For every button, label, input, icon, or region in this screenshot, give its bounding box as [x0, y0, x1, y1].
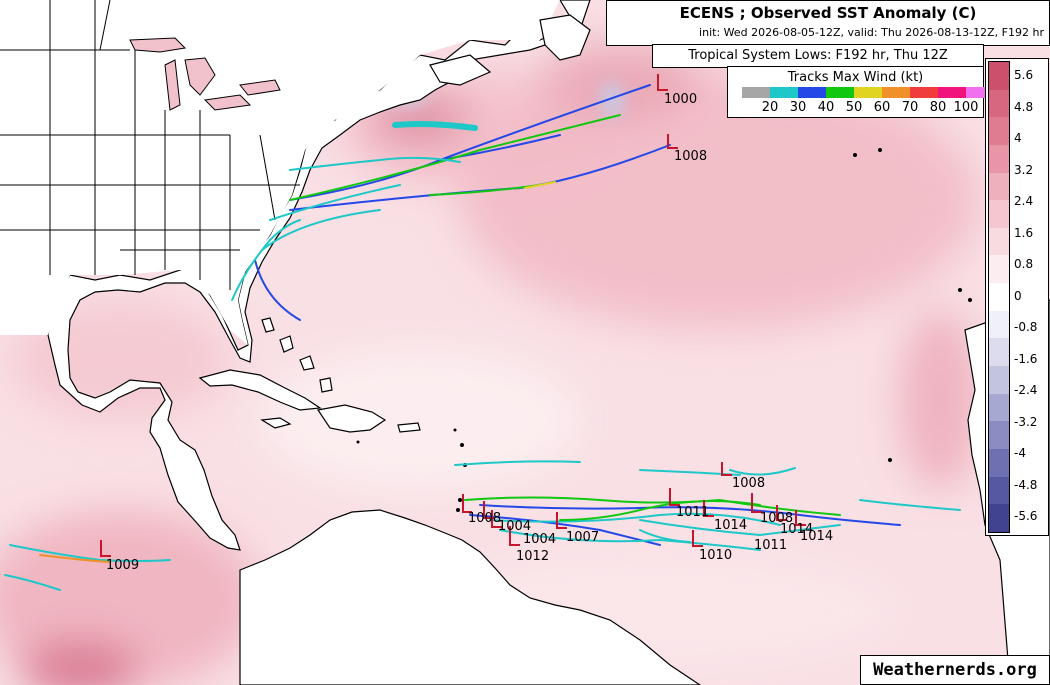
colorbar-segment: [989, 117, 1009, 145]
wind-label: 60: [873, 100, 891, 115]
colorbar-segment: [989, 476, 1009, 505]
wind-swatch: [826, 87, 854, 98]
wind-label: 20: [761, 100, 779, 115]
colorbar-label: 0.8: [1014, 257, 1034, 271]
wind-swatch: [770, 87, 798, 98]
wind-legend-swatches: [742, 87, 994, 98]
wind-label: 100: [953, 100, 979, 115]
credit-label: Weathernerds.org: [873, 660, 1037, 680]
colorbar-label: -0.8: [1014, 320, 1038, 334]
colorbar-segment: [989, 421, 1009, 449]
colorbar-label: 4.8: [1014, 99, 1034, 114]
credit-box: Weathernerds.org: [860, 655, 1050, 685]
colorbar-label: -4.8: [1014, 477, 1038, 492]
wind-label: 40: [817, 100, 835, 115]
pressure-label: 1004: [498, 519, 531, 534]
colorbar-label: 1.6: [1014, 225, 1034, 240]
pressure-label: 1008: [732, 476, 765, 491]
wind-swatch: [966, 87, 994, 98]
lows-title: Tropical System Lows: F192 hr, Thu 12Z: [688, 48, 948, 63]
colorbar-segment: [989, 62, 1009, 90]
map-subtitle: init: Wed 2026-08-05-12Z, valid: Thu 202…: [699, 26, 1044, 39]
colorbar-label: -1.6: [1014, 351, 1038, 366]
colorbar-label: -5.6: [1014, 509, 1038, 523]
wind-swatch: [742, 87, 770, 98]
colorbar-segment: [989, 227, 1009, 256]
colorbar-segment: [989, 338, 1009, 367]
colorbar-segment: [989, 255, 1009, 284]
colorbar-label: 2.4: [1014, 194, 1034, 208]
lows-panel: Tropical System Lows: F192 hr, Thu 12Z: [652, 44, 984, 68]
pressure-label: 1014: [800, 529, 833, 544]
pressure-label: 1011: [676, 505, 709, 520]
sst-colorbar: 5.6 4.8 4 3.2 2.4 1.6 0.8 0 -0.8 -1.6 -2.4 -3.2 -4 -4…: [985, 58, 1049, 536]
pressure-label: 1008: [760, 511, 793, 526]
wind-swatch: [910, 87, 938, 98]
wind-swatch: [798, 87, 826, 98]
wind-legend-title: Tracks Max Wind (kt): [787, 70, 924, 85]
title-panel: ECENS ; Observed SST Anomaly (C) init: W…: [606, 0, 1050, 46]
colorbar-segment: [989, 144, 1009, 173]
pressure-label: 1009: [106, 558, 139, 573]
colorbar-label: -4: [1014, 446, 1026, 460]
wind-legend-labels: 20 30 40 50 60 70 80 100: [742, 100, 980, 115]
pressure-label: 1000: [664, 92, 697, 107]
colorbar-segment: [989, 393, 1009, 422]
colorbar-segment: [989, 89, 1009, 118]
wind-swatch: [938, 87, 966, 98]
wind-label: 80: [929, 100, 947, 115]
colorbar-segment: [989, 310, 1009, 339]
great-lakes: [129, 37, 281, 111]
state-borders: [0, 0, 300, 290]
wind-legend: Tracks Max Wind (kt) 20 30 40 50 60 70 80 100: [727, 66, 994, 118]
colorbar-segment: [989, 366, 1009, 394]
pressure-label: 1008: [674, 149, 707, 164]
colorbar-segment: [989, 172, 1009, 201]
wind-swatch: [854, 87, 882, 98]
pressure-label: 1012: [516, 549, 549, 564]
wind-label: 70: [901, 100, 919, 115]
wind-swatch: [882, 87, 910, 98]
colorbar-label: -3.2: [1014, 414, 1038, 429]
colorbar-strip: [988, 61, 1010, 533]
colorbar-segment: [989, 504, 1009, 532]
pressure-label: 1004: [523, 532, 556, 547]
colorbar-segment: [989, 200, 1009, 228]
colorbar-segment: [989, 448, 1009, 477]
pressure-labels: 1000 1008 1008 1008 1004 1004 1012 1007 …: [106, 92, 833, 573]
pressure-label: 1010: [699, 548, 732, 563]
wind-label: 30: [789, 100, 807, 115]
pressure-label: 1014: [714, 518, 747, 533]
pressure-label: 1008: [468, 511, 501, 526]
colorbar-label: 5.6: [1014, 68, 1034, 82]
colorbar-label: 0: [1014, 288, 1022, 303]
map-title: ECENS ; Observed SST Anomaly (C): [679, 4, 977, 22]
colorbar-label: 3.2: [1014, 162, 1034, 177]
pressure-label: 1011: [754, 538, 787, 553]
wind-label: 50: [845, 100, 863, 115]
colorbar-label: -2.4: [1014, 383, 1038, 397]
colorbar-label: 4: [1014, 131, 1022, 145]
pressure-label: 1007: [566, 530, 599, 545]
colorbar-segment: [989, 283, 1009, 311]
low-markers: [100, 74, 806, 557]
pressure-label: 1014: [780, 522, 813, 537]
